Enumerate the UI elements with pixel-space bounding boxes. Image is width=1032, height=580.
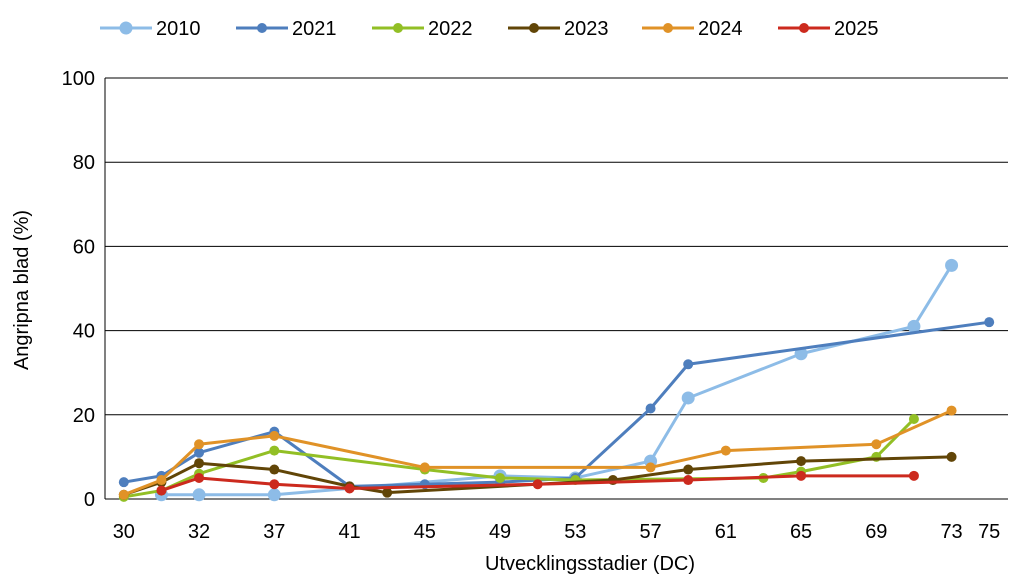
legend-item-2022: 2022 [372, 18, 473, 40]
data-point [681, 391, 695, 405]
y-tick-label: 100 [62, 68, 95, 90]
data-point [796, 470, 807, 481]
y-tick-label: 0 [84, 489, 95, 511]
data-point [794, 347, 808, 361]
series-layer [118, 258, 995, 502]
data-point [908, 470, 919, 481]
x-tick-label: 30 [113, 521, 135, 543]
legend-label: 2010 [156, 18, 201, 40]
legend: 2010 2021 2022 2023 2024 2025 [100, 18, 879, 40]
data-point [118, 489, 129, 500]
x-tick-label: 49 [489, 521, 511, 543]
legend-item-2023: 2023 [508, 18, 609, 40]
legend-label: 2022 [428, 18, 473, 40]
data-point [945, 258, 959, 272]
data-point [495, 472, 506, 483]
x-tick-label: 69 [865, 521, 887, 543]
data-point [908, 414, 919, 425]
data-point [683, 475, 694, 486]
series-2021 [118, 317, 995, 492]
legend-item-2010: 2010 [100, 18, 201, 40]
data-point [946, 405, 957, 416]
legend-marker [663, 23, 673, 33]
data-point [946, 451, 957, 462]
data-point [720, 445, 731, 456]
data-point [156, 475, 167, 486]
y-axis-title: Angripna blad (%) [11, 210, 33, 370]
x-tick-label: 61 [715, 521, 737, 543]
gridlines [105, 77, 1008, 416]
axes [104, 78, 1008, 500]
data-point [269, 479, 280, 490]
legend-item-2024: 2024 [642, 18, 743, 40]
y-tick-label: 40 [73, 321, 95, 343]
data-point [419, 462, 430, 473]
data-point [683, 464, 694, 475]
data-point [871, 439, 882, 450]
x-tick-label: 75 [978, 521, 1000, 543]
legend-label: 2021 [292, 18, 337, 40]
legend-item-2025: 2025 [778, 18, 879, 40]
data-point [267, 488, 281, 502]
data-point [269, 430, 280, 441]
x-tick-label: 73 [940, 521, 962, 543]
series-line-2025 [160, 474, 914, 493]
series-2025 [156, 470, 919, 496]
data-point [344, 483, 355, 494]
y-tick-label: 60 [73, 236, 95, 258]
y-tick-label: 20 [73, 405, 95, 427]
data-point [192, 488, 206, 502]
data-point [269, 445, 280, 456]
data-point [984, 317, 995, 328]
legend-marker [119, 21, 133, 35]
x-tick-label: 57 [639, 521, 661, 543]
legend-label: 2023 [564, 18, 609, 40]
x-tick-label: 45 [414, 521, 436, 543]
data-point [645, 403, 656, 414]
data-point [645, 462, 656, 473]
y-axis-ticks: 0 20 40 60 80 100 [62, 68, 95, 511]
legend-marker [393, 23, 403, 33]
series-2024 [118, 405, 957, 500]
data-point [269, 464, 280, 475]
data-point [796, 456, 807, 467]
data-point [118, 477, 129, 488]
x-tick-label: 32 [188, 521, 210, 543]
y-tick-label: 80 [73, 152, 95, 174]
data-point [907, 319, 921, 333]
x-axis-ticks: 30 32 37 41 45 49 53 57 61 65 69 73 75 [113, 521, 1001, 543]
data-point [532, 479, 543, 490]
data-point [194, 439, 205, 450]
data-point [382, 487, 393, 498]
data-point [194, 458, 205, 469]
x-tick-label: 53 [564, 521, 586, 543]
x-axis-title: Utvecklingsstadier (DC) [485, 553, 695, 575]
legend-marker [257, 23, 267, 33]
data-point [156, 485, 167, 496]
x-tick-label: 41 [338, 521, 360, 543]
legend-marker [529, 23, 539, 33]
data-point [683, 359, 694, 370]
legend-label: 2024 [698, 18, 743, 40]
legend-label: 2025 [834, 18, 879, 40]
legend-item-2021: 2021 [236, 18, 337, 40]
x-tick-label: 65 [790, 521, 812, 543]
legend-marker [799, 23, 809, 33]
data-point [194, 472, 205, 483]
x-tick-label: 37 [263, 521, 285, 543]
data-point [194, 447, 205, 458]
